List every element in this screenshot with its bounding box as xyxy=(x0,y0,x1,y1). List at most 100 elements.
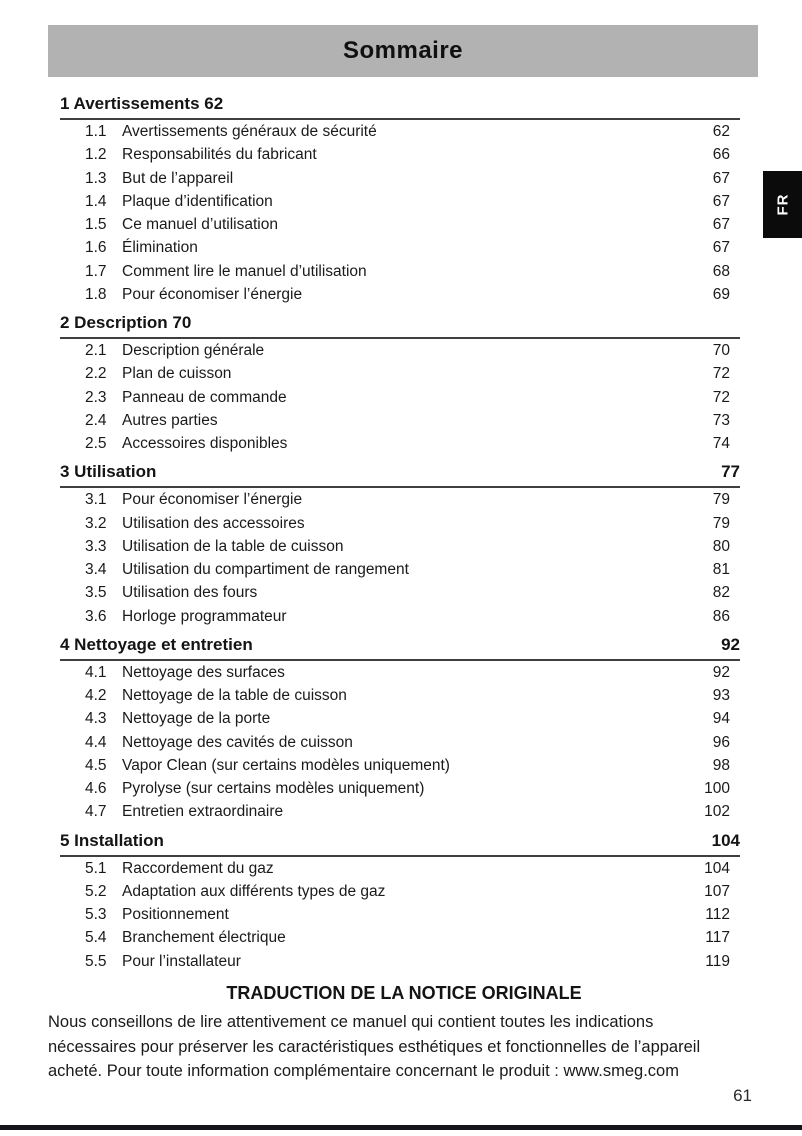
toc-entry-number: 3.5 xyxy=(85,584,107,602)
toc-entry: 5.5 Pour l’installateur 119 xyxy=(60,950,740,973)
toc-section-page: 77 xyxy=(721,462,740,482)
toc-entry-label: Utilisation des accessoires xyxy=(122,514,305,532)
toc-entry-number: 5.5 xyxy=(85,952,107,970)
toc-entry-number: 1.1 xyxy=(85,123,107,140)
toc-section: 3 Utilisation 77 3.1 Pour économiser l’éner… xyxy=(60,461,740,628)
toc-entry-label: Vapor Clean (sur certains modèles unique… xyxy=(122,756,450,774)
toc-entry-number: 2.3 xyxy=(85,388,107,406)
toc-entry-label: Panneau de commande xyxy=(122,388,287,406)
toc-entry-number: 3.4 xyxy=(85,561,107,578)
toc-section-heading: 4 Nettoyage et entretien 92 xyxy=(60,634,740,661)
toc-entry-label: Description générale xyxy=(122,342,265,359)
toc-entry-page: 67 xyxy=(712,216,730,233)
toc-entry-number: 5.1 xyxy=(85,859,107,877)
toc-entry-label: Plan de cuisson xyxy=(122,365,232,383)
footer-paragraph-line: nécessaires pour préserver les caractéri… xyxy=(48,1037,701,1056)
toc-section: 1 Avertissements 62 1.1 Avertissements gén… xyxy=(60,93,740,306)
toc-entry-page: 72 xyxy=(712,365,730,383)
toc-entry-page: 67 xyxy=(712,239,730,257)
toc-entry-number: 4.3 xyxy=(85,710,107,728)
language-tab: FR xyxy=(763,171,802,238)
toc-entry-number: 4.1 xyxy=(85,663,107,681)
toc-entry-number: 5.4 xyxy=(85,929,107,947)
toc-entry-number: 1.5 xyxy=(85,216,107,233)
toc-section-title: 3 Utilisation xyxy=(60,462,157,482)
toc-entry-label: Adaptation aux différents types de gaz xyxy=(122,882,386,900)
toc-entry-number: 3.3 xyxy=(85,537,107,555)
toc-entry-page: 80 xyxy=(712,537,730,555)
toc-entry: 1.7 Comment lire le manuel d’utilisation 6… xyxy=(60,260,740,283)
toc-entry-number: 2.4 xyxy=(85,411,107,429)
toc-entry: 1.4 Plaque d’identification 67 xyxy=(60,190,740,213)
toc-entry: 2.1 Description générale 70 xyxy=(60,339,740,362)
toc-entry: 3.2 Utilisation des accessoires 79 xyxy=(60,512,740,535)
toc-entry-number: 1.2 xyxy=(85,146,107,164)
toc-entry: 1.3 But de l’appareil 67 xyxy=(60,167,740,190)
toc-entry-label: Nettoyage des surfaces xyxy=(122,663,285,681)
toc-entry-number: 4.4 xyxy=(85,733,107,751)
toc-entry-label: Autres parties xyxy=(122,411,218,429)
footer-paragraph-line: Nous conseillons de lire attentivement c… xyxy=(48,1013,654,1031)
toc-entry-page: 93 xyxy=(712,687,730,704)
toc-entry-page: 82 xyxy=(712,584,730,602)
toc-entry-label: Pour l’installateur xyxy=(122,952,241,970)
toc-entry-page: 81 xyxy=(712,561,730,578)
toc-entry: 1.1 Avertissements généraux de sécurité 62 xyxy=(60,120,740,143)
toc-entry-number: 2.1 xyxy=(85,342,107,359)
toc-entry-label: Accessoires disponibles xyxy=(122,435,288,452)
toc-entry-label: Pyrolyse (sur certains modèles uniquemen… xyxy=(122,780,425,797)
toc-entry: 5.1 Raccordement du gaz 104 xyxy=(60,857,740,880)
toc-entry-label: Pour économiser l’énergie xyxy=(122,285,303,303)
toc-entry-label: Avertissements généraux de sécurité xyxy=(122,123,377,140)
toc-section: 2 Description 70 2.1 Description générale 7… xyxy=(60,312,740,455)
toc-entry-label: Nettoyage des cavités de cuisson xyxy=(122,733,353,751)
toc-entry-label: Pour économiser l’énergie xyxy=(122,491,303,509)
toc-entry: 3.3 Utilisation de la table de cuisson 80 xyxy=(60,535,740,558)
page-number: 61 xyxy=(733,1086,752,1105)
toc-section-title: 1 Avertissements 62 xyxy=(60,94,224,113)
toc-entry-number: 5.2 xyxy=(85,882,107,900)
toc-entry-page: 79 xyxy=(712,514,730,532)
toc-entry-label: Élimination xyxy=(122,239,198,257)
toc-entry: 5.3 Positionnement 112 xyxy=(60,903,740,926)
toc-entry-label: Nettoyage de la porte xyxy=(122,710,271,728)
toc-entry-page: 69 xyxy=(712,285,730,303)
toc-entry: 4.4 Nettoyage des cavités de cuisson 96 xyxy=(60,731,740,754)
toc-entry-label: Comment lire le manuel d’utilisation xyxy=(122,262,367,280)
toc-entry-number: 1.6 xyxy=(85,239,107,257)
toc-entry-page: 96 xyxy=(712,733,730,751)
toc-entry: 2.2 Plan de cuisson 72 xyxy=(60,362,740,385)
toc-entry-label: Raccordement du gaz xyxy=(122,859,274,877)
toc-entry-number: 3.6 xyxy=(85,607,107,625)
toc-entry: 4.5 Vapor Clean (sur certains modèles uni… xyxy=(60,754,740,777)
toc-entry: 1.2 Responsabilités du fabricant 66 xyxy=(60,143,740,166)
toc-entry: 4.6 Pyrolyse (sur certains modèles unique… xyxy=(60,777,740,800)
footer-heading: TRADUCTION DE LA NOTICE ORIGINALE xyxy=(226,983,582,1003)
toc-entry-page: 79 xyxy=(712,491,730,509)
toc-entry-number: 2.5 xyxy=(85,435,107,452)
toc-entry: 4.2 Nettoyage de la table de cuisson 93 xyxy=(60,684,740,707)
toc-entry: 4.1 Nettoyage des surfaces 92 xyxy=(60,661,740,684)
toc-entry-page: 94 xyxy=(712,710,730,728)
toc-entry-page: 62 xyxy=(712,123,730,140)
toc-section: 5 Installation 104 5.1 Raccordement du gaz 1… xyxy=(60,830,740,973)
toc-entry-number: 5.3 xyxy=(85,906,107,923)
toc-entry-number: 3.1 xyxy=(85,491,107,509)
toc-entry-label: Horloge programmateur xyxy=(122,607,287,625)
toc-entry-label: Utilisation des fours xyxy=(122,584,258,602)
bottom-bar xyxy=(0,1125,802,1130)
toc-entry-number: 4.7 xyxy=(85,803,107,821)
toc-entry-page: 74 xyxy=(712,435,730,452)
toc-entry: 1.8 Pour économiser l’énergie 69 xyxy=(60,283,740,306)
toc-entry-page: 119 xyxy=(705,952,730,970)
toc-entry-number: 1.3 xyxy=(85,169,107,187)
toc-entry: 1.5 Ce manuel d’utilisation 67 xyxy=(60,213,740,236)
toc-entry-number: 1.4 xyxy=(85,192,107,210)
toc-entry: 2.5 Accessoires disponibles 74 xyxy=(60,432,740,455)
toc-entry-page: 92 xyxy=(712,663,730,681)
toc-entry-number: 2.2 xyxy=(85,365,107,383)
toc-entry-number: 1.7 xyxy=(85,262,107,280)
toc-entry: 2.4 Autres parties 73 xyxy=(60,409,740,432)
toc-entry: 3.5 Utilisation des fours 82 xyxy=(60,581,740,604)
